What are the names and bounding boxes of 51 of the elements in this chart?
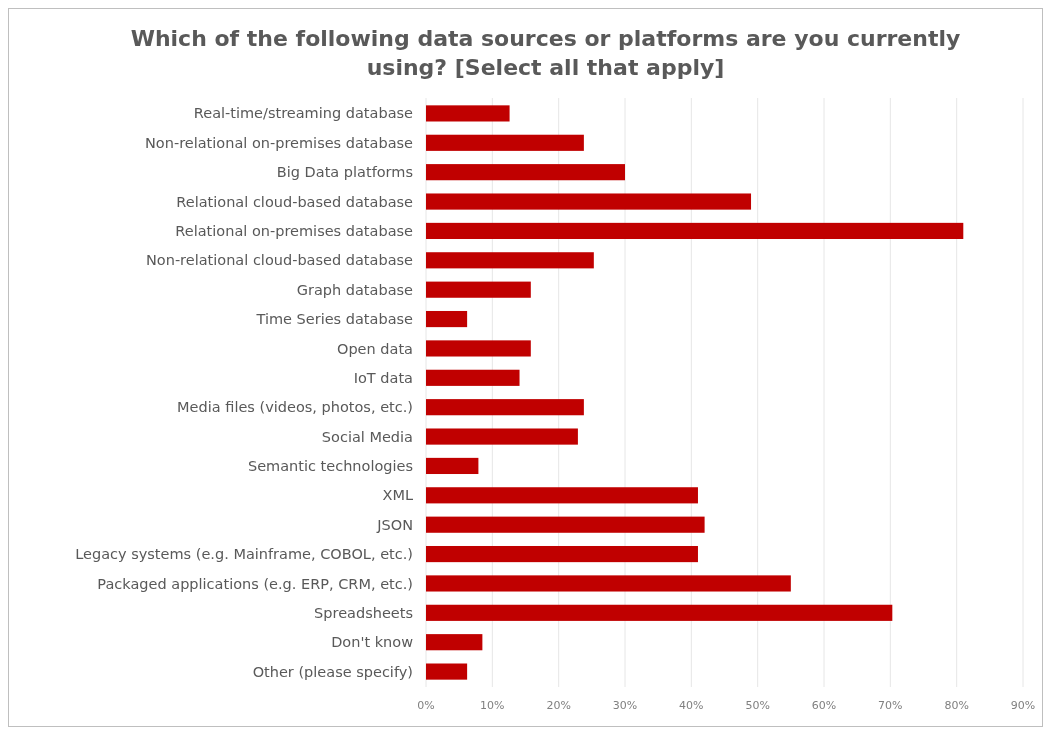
y-tick-label: Relational cloud-based database: [176, 193, 414, 210]
bar: [426, 399, 584, 416]
bar: [426, 134, 584, 151]
bar: [426, 281, 531, 298]
bar: [426, 634, 483, 651]
x-tick-label: 40%: [679, 699, 704, 712]
x-tick-label: 70%: [878, 699, 903, 712]
y-tick-label: Graph database: [296, 281, 414, 298]
bar: [426, 340, 531, 357]
x-tick-label: 20%: [546, 699, 571, 712]
bar: [426, 663, 468, 680]
bar: [426, 310, 468, 328]
y-tick-label: Open data: [337, 340, 413, 357]
y-tick-label: Spreadsheets: [314, 604, 413, 621]
y-tick-label: Big Data platforms: [276, 164, 413, 181]
y-tick-label: JSON: [376, 516, 413, 533]
y-tick-label: Non-relational on-premises database: [145, 134, 414, 151]
bar: [426, 604, 893, 621]
x-tick-label: 80%: [944, 699, 969, 712]
bar: [426, 575, 791, 592]
x-tick-label: 10%: [480, 699, 505, 712]
y-tick-label: Legacy systems (e.g. Mainframe, COBOL, etc.): [75, 546, 413, 563]
y-tick-label: IoT data: [353, 369, 413, 386]
y-tick-label: XML: [382, 487, 413, 504]
bar: [426, 457, 479, 475]
x-tick-label: 60%: [811, 699, 837, 712]
bar: [426, 193, 752, 210]
y-tick-label: Relational on-premises database: [175, 223, 414, 239]
bar: [426, 545, 698, 563]
y-tick-label: Time Series database: [255, 311, 414, 328]
bar: [426, 222, 964, 240]
y-tick-label: Packaged applications (e.g. ERP, CRM, etc.): [97, 575, 413, 592]
y-tick-label: Media files (videos, photos, etc.): [177, 399, 413, 416]
bar: [426, 105, 510, 122]
y-tick-label: Semantic technologies: [247, 458, 413, 475]
y-tick-label: Non-relational cloud-based database: [145, 252, 414, 269]
x-tick-label: 90%: [1010, 699, 1036, 712]
bar: [426, 164, 625, 181]
y-tick-label: Other (please specify): [252, 663, 413, 680]
bar: [426, 487, 698, 504]
chart-title: Which of the following data sources or platforms are you currently using? [Select all that apply]: [130, 26, 961, 80]
y-tick-label: Social Media: [321, 428, 413, 445]
bar: [426, 428, 578, 445]
bar: [426, 516, 705, 533]
y-tick-label: Real-time/streaming database: [193, 105, 414, 122]
y-tick-label: Don't know: [331, 634, 414, 651]
bar: [426, 369, 520, 386]
x-tick-label: 0%: [417, 699, 435, 712]
x-tick-label: 30%: [612, 699, 638, 712]
x-tick-label: 50%: [745, 699, 770, 712]
bar: [426, 252, 594, 269]
